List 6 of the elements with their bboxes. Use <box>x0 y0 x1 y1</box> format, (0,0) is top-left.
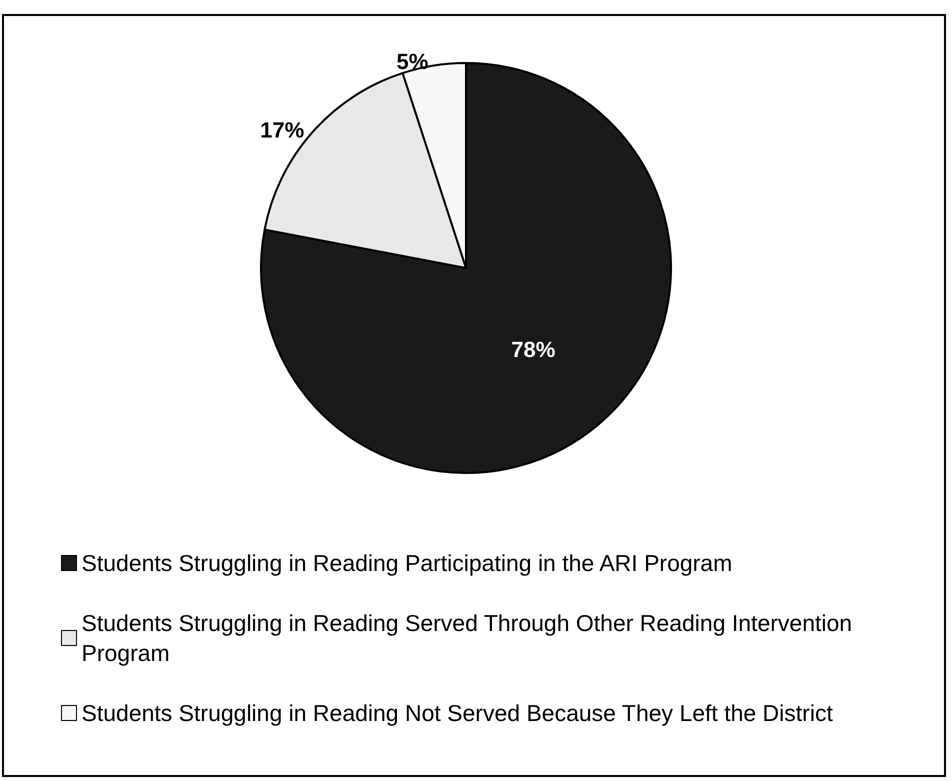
data-label: 17% <box>260 117 304 142</box>
data-label: 78% <box>511 336 556 362</box>
data-label: 5% <box>396 49 428 74</box>
legend-label: Students Struggling in Reading Participating in the ARI Program <box>82 550 732 576</box>
legend-label: Students Struggling in Reading Not Served Because They Left the District <box>82 700 834 726</box>
legend-label: Students Struggling in Reading Served Through Other Reading Intervention Program <box>82 610 858 666</box>
